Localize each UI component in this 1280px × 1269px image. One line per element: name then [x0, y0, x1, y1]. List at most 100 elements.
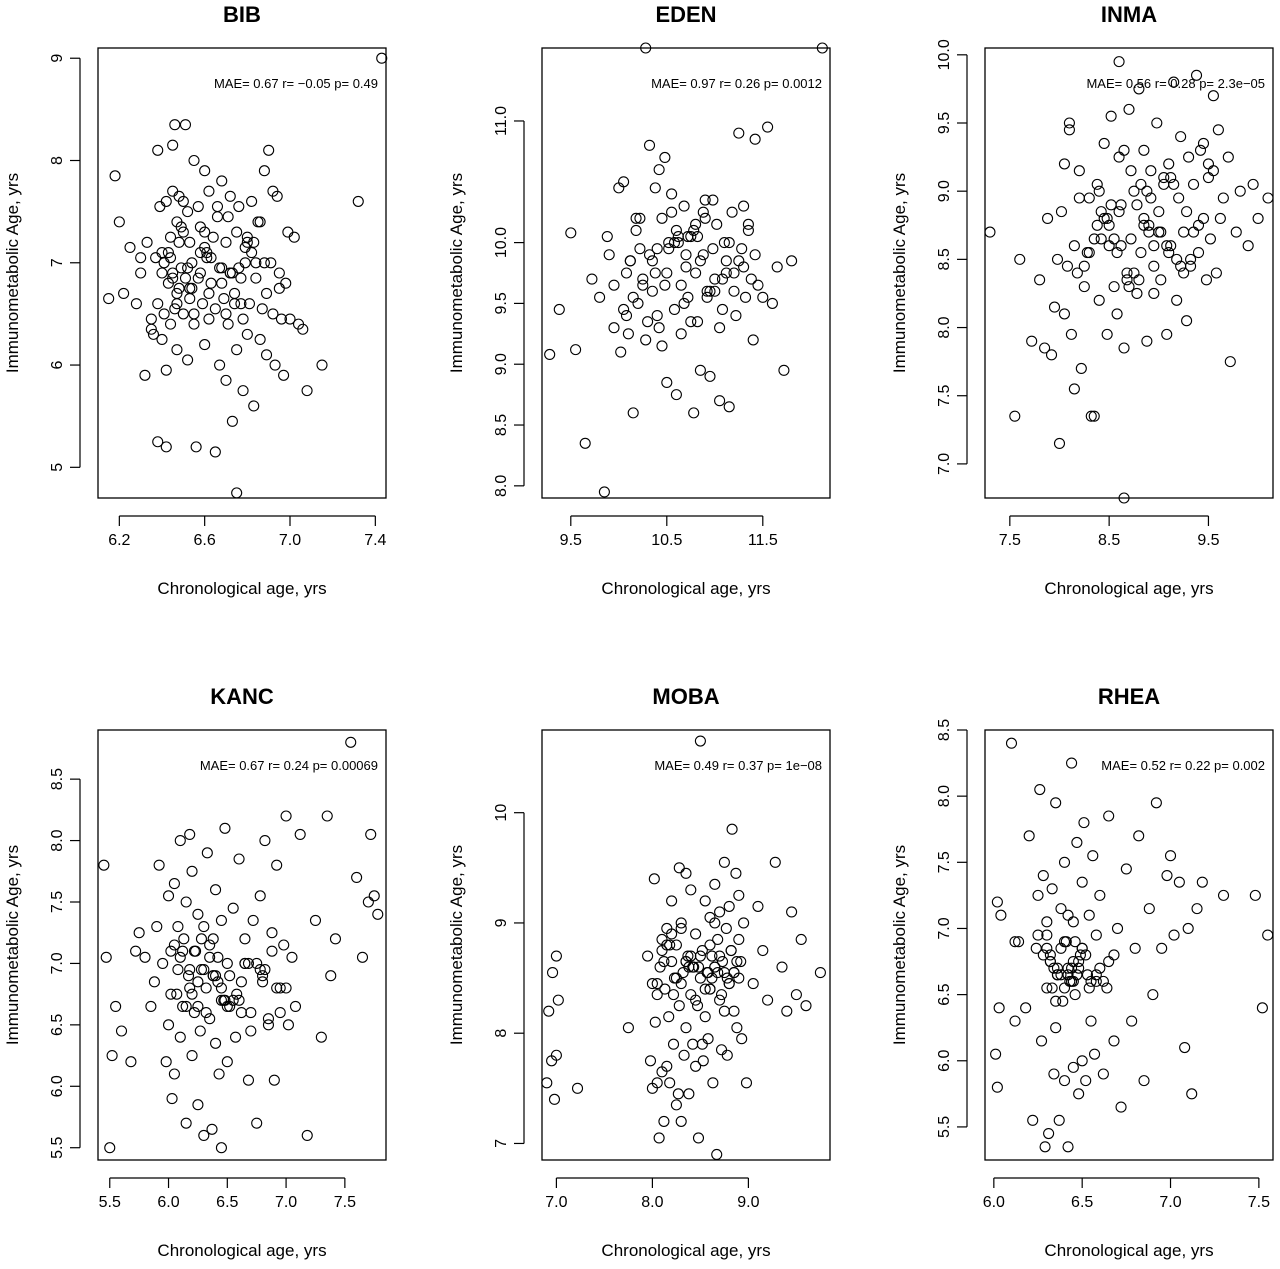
scatter-point — [175, 262, 187, 274]
scatter-point — [178, 933, 190, 945]
scatter-point — [1046, 883, 1058, 895]
scatter-point — [694, 950, 706, 962]
x-axis-label: Chronological age, yrs — [157, 579, 326, 598]
x-tick-label: 9.0 — [737, 1194, 759, 1211]
scatter-point — [721, 972, 733, 984]
panel-eden: EDEN MAE= 0.97 r= 0.26 p= 0.0012 Chronolog… — [447, 2, 831, 598]
scatter-point — [697, 249, 709, 261]
scatter-point — [1178, 226, 1190, 238]
scatter-point — [691, 316, 704, 328]
scatter-point — [315, 1031, 327, 1043]
scatter-point — [1217, 889, 1230, 901]
scatter-point — [622, 1022, 634, 1034]
scatter-point — [1120, 863, 1132, 875]
scatter-point — [736, 1033, 748, 1045]
scatter-point — [192, 976, 204, 988]
y-tick-label: 8.5 — [936, 248, 953, 270]
scatter-point — [720, 922, 732, 935]
scatter-point — [1141, 335, 1153, 347]
scatter-point — [1118, 342, 1130, 354]
scatter-point — [177, 226, 189, 238]
scatter-point — [800, 1000, 812, 1012]
scatter-point — [250, 257, 262, 269]
scatter-point — [553, 303, 565, 316]
scatter-point — [646, 255, 658, 267]
scatter-point — [210, 884, 222, 896]
scatter-point — [1046, 982, 1058, 994]
scatter-point — [653, 322, 665, 334]
scatter-point — [1094, 962, 1106, 974]
scatter-point — [1041, 916, 1053, 928]
x-tick-label: 6.5 — [1071, 1194, 1093, 1211]
scatter-point — [1097, 975, 1109, 987]
scatter-point — [282, 226, 294, 238]
scatter-point — [184, 828, 196, 840]
scatter-point — [1153, 226, 1165, 238]
scatter-point — [730, 310, 742, 322]
y-tick-label: 8.5 — [493, 414, 510, 436]
scatter-point — [1175, 131, 1187, 143]
scatter-point — [570, 344, 582, 356]
scatter-point — [280, 810, 292, 822]
scatter-point — [1009, 936, 1021, 948]
scatter-points — [984, 56, 1274, 504]
scatter-point — [683, 961, 695, 973]
scatter-point — [160, 1056, 172, 1068]
scatter-point — [651, 989, 663, 1001]
scatter-point — [205, 252, 217, 264]
scatter-point — [1115, 1101, 1127, 1113]
scatter-point — [192, 1099, 204, 1111]
scatter-point — [1197, 137, 1210, 150]
scatter-point — [207, 231, 219, 243]
scatter-point — [1093, 294, 1105, 306]
scatter-point — [675, 917, 687, 929]
scatter-point — [615, 346, 627, 358]
scatter-point — [620, 310, 633, 322]
scatter-point — [691, 1000, 704, 1012]
panel-title: KANC — [210, 684, 274, 709]
scatter-point — [237, 313, 249, 325]
scatter-point — [1181, 206, 1193, 218]
scatter-point — [188, 1007, 200, 1019]
scatter-point — [688, 407, 700, 419]
scatter-point — [720, 255, 732, 267]
scatter-point — [231, 988, 243, 1000]
scatter-point — [1185, 253, 1197, 265]
scatter-point — [171, 298, 183, 310]
scatter-point — [552, 994, 564, 1006]
scatter-point — [233, 262, 245, 274]
scatter-point — [152, 298, 164, 310]
scatter-point — [673, 1000, 685, 1012]
scatter-point — [704, 983, 716, 995]
scatter-point — [1030, 942, 1042, 954]
scatter-point — [259, 964, 271, 976]
scatter-point — [1125, 165, 1137, 177]
scatter-point — [594, 291, 606, 303]
scatter-point — [541, 1077, 553, 1089]
scatter-point — [704, 939, 716, 951]
scatter-point — [640, 334, 652, 346]
scatter-point — [215, 914, 227, 926]
scatter-point — [182, 970, 195, 982]
scatter-point — [1091, 219, 1103, 231]
scatter-point — [648, 873, 660, 885]
scatter-point — [376, 52, 388, 64]
scatter-point — [1061, 260, 1073, 272]
scatter-point — [691, 230, 704, 243]
scatter-point — [257, 970, 269, 982]
scatter-point — [1128, 185, 1140, 197]
scatter-point — [1103, 955, 1115, 968]
scatter-point — [659, 983, 671, 995]
scatter-point — [172, 964, 184, 976]
scatter-point — [196, 298, 209, 310]
scatter-point — [278, 939, 290, 951]
scatter-point — [690, 928, 702, 940]
scatter-point — [1045, 349, 1058, 361]
scatter-point — [627, 291, 639, 303]
scatter-point — [690, 267, 702, 279]
scatter-point — [1200, 274, 1213, 286]
scatter-point — [707, 243, 719, 255]
scatter-point — [212, 951, 224, 963]
y-axis-label: Immunometabolic Age, yrs — [447, 845, 466, 1045]
scatter-point — [164, 252, 177, 264]
